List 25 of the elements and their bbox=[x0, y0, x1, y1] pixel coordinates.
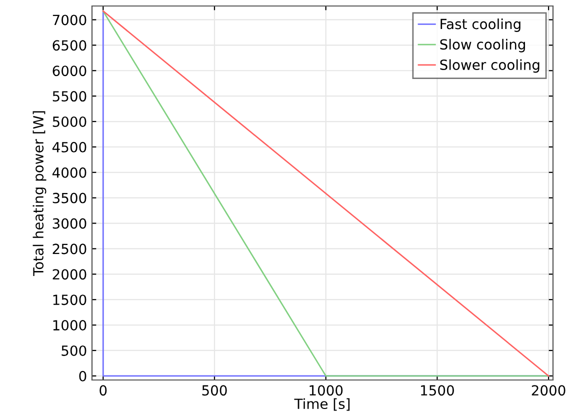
y-tick-label: 7000 bbox=[52, 14, 86, 26]
y-axis-title: Total heating power [W] bbox=[32, 111, 46, 276]
y-tick-label: 4500 bbox=[52, 142, 86, 152]
y-tick-label: 3000 bbox=[52, 218, 86, 229]
x-tick-label: 500 bbox=[202, 385, 227, 396]
x-tick-label: 1000 bbox=[310, 385, 343, 396]
y-tick-label: 2500 bbox=[52, 244, 86, 254]
x-tick-label: 0 bbox=[100, 385, 107, 396]
legend-label: Slow cooling bbox=[440, 38, 525, 52]
x-tick-label: 2000 bbox=[532, 385, 566, 396]
y-tick-label: 3500 bbox=[52, 192, 86, 204]
y-tick-label: 2000 bbox=[52, 269, 86, 280]
y-tick-label: 5000 bbox=[52, 116, 86, 127]
y-tick-label: 5500 bbox=[52, 91, 86, 102]
legend-label: Fast cooling bbox=[440, 18, 520, 32]
y-tick-label: 1500 bbox=[53, 294, 86, 306]
y-tick-label: 6500 bbox=[52, 40, 86, 51]
legend-label: Slower cooling bbox=[440, 59, 540, 73]
y-tick-label: 4000 bbox=[52, 167, 86, 178]
y-tick-label: 6000 bbox=[52, 66, 86, 76]
x-axis-title: Time [s] bbox=[294, 398, 350, 411]
y-tick-label: 1000 bbox=[53, 320, 86, 331]
y-tick-label: 500 bbox=[62, 345, 86, 356]
y-tick-label: 0 bbox=[79, 370, 86, 382]
x-tick-label: 1500 bbox=[421, 385, 454, 396]
